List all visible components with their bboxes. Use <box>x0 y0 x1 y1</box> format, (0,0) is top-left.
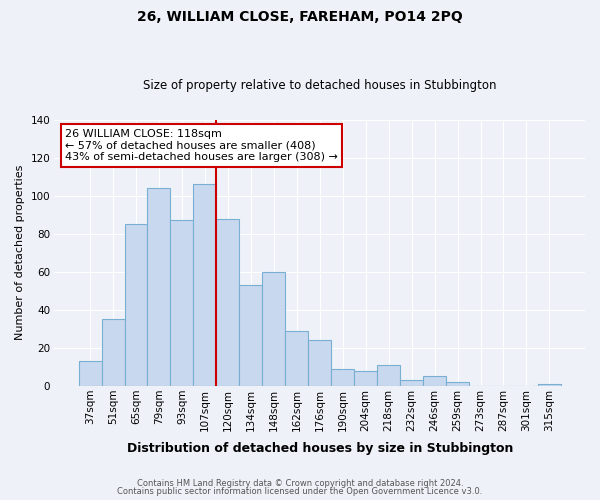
Title: Size of property relative to detached houses in Stubbington: Size of property relative to detached ho… <box>143 79 496 92</box>
Text: 26, WILLIAM CLOSE, FAREHAM, PO14 2PQ: 26, WILLIAM CLOSE, FAREHAM, PO14 2PQ <box>137 10 463 24</box>
Bar <box>79 361 101 386</box>
Bar <box>148 188 170 386</box>
Bar <box>377 365 400 386</box>
Bar <box>262 272 285 386</box>
Bar <box>193 184 217 386</box>
Bar <box>285 331 308 386</box>
Bar <box>446 382 469 386</box>
Bar <box>400 380 423 386</box>
Text: 26 WILLIAM CLOSE: 118sqm
← 57% of detached houses are smaller (408)
43% of semi-: 26 WILLIAM CLOSE: 118sqm ← 57% of detach… <box>65 129 338 162</box>
X-axis label: Distribution of detached houses by size in Stubbington: Distribution of detached houses by size … <box>127 442 513 455</box>
Bar <box>170 220 193 386</box>
Bar <box>125 224 148 386</box>
Bar <box>538 384 561 386</box>
Y-axis label: Number of detached properties: Number of detached properties <box>15 165 25 340</box>
Bar <box>331 369 354 386</box>
Bar <box>217 218 239 386</box>
Bar <box>423 376 446 386</box>
Text: Contains public sector information licensed under the Open Government Licence v3: Contains public sector information licen… <box>118 487 482 496</box>
Bar <box>354 371 377 386</box>
Bar <box>239 285 262 386</box>
Bar <box>101 320 125 386</box>
Text: Contains HM Land Registry data © Crown copyright and database right 2024.: Contains HM Land Registry data © Crown c… <box>137 478 463 488</box>
Bar <box>308 340 331 386</box>
